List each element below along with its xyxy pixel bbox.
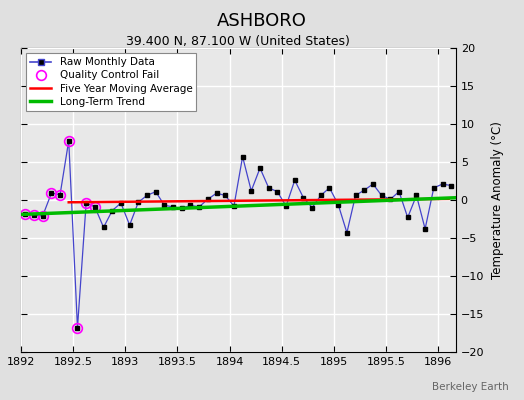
Legend: Raw Monthly Data, Quality Control Fail, Five Year Moving Average, Long-Term Tren: Raw Monthly Data, Quality Control Fail, …: [26, 53, 196, 111]
Text: ASHBORO: ASHBORO: [217, 12, 307, 30]
Title: 39.400 N, 87.100 W (United States): 39.400 N, 87.100 W (United States): [126, 35, 351, 48]
Y-axis label: Temperature Anomaly (°C): Temperature Anomaly (°C): [491, 121, 504, 279]
Text: Berkeley Earth: Berkeley Earth: [432, 382, 508, 392]
